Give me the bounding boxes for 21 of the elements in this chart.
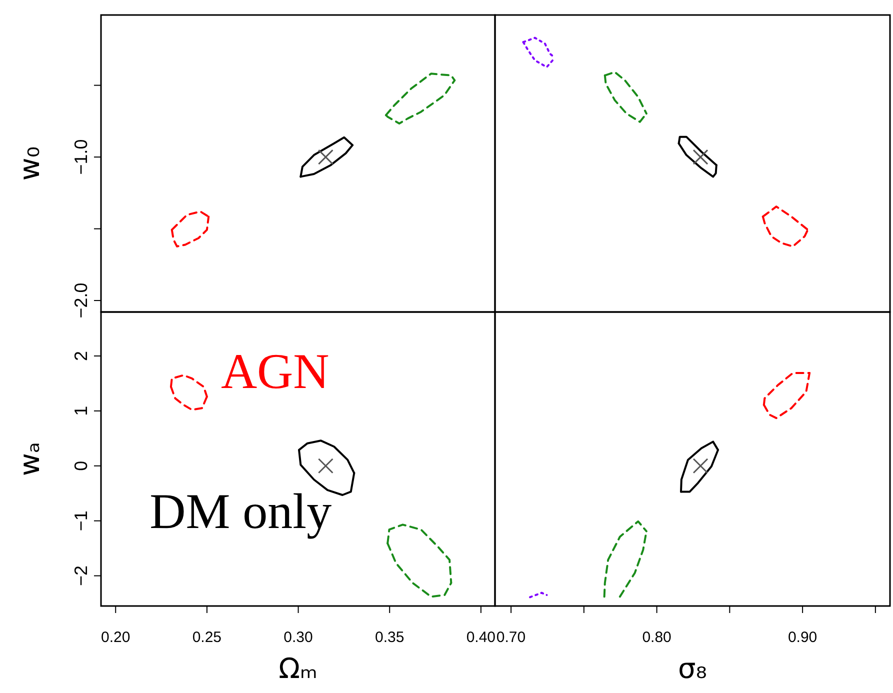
series-label: DM only — [150, 483, 332, 540]
x-tick-label: 0.20 — [101, 629, 130, 646]
x-tick-label: 0.70 — [496, 629, 526, 646]
series-label: AGN — [220, 343, 330, 400]
y-tick-label: 0 — [71, 460, 91, 471]
x-axis-title: σ₈ — [678, 652, 707, 685]
y-axis-title: wₐ — [13, 442, 46, 476]
y-axis-title: w₀ — [13, 146, 46, 181]
y-tick-label: −1.0 — [71, 139, 91, 175]
y-tick-label: 1 — [71, 406, 91, 416]
y-tick-label: −2 — [71, 566, 91, 586]
x-tick-label: 0.30 — [284, 629, 313, 646]
y-tick-label: −2.0 — [71, 282, 91, 318]
x-tick-label: 0.35 — [375, 629, 404, 646]
x-tick-label: 0.25 — [192, 629, 222, 646]
x-axis-title: Ωₘ — [278, 652, 318, 685]
x-tick-label: 0.90 — [788, 629, 818, 646]
x-tick-label: 0.80 — [642, 629, 672, 646]
y-tick-label: 2 — [71, 350, 91, 361]
y-tick-label: −1 — [71, 510, 91, 532]
x-tick-label: 0.40 — [466, 629, 496, 646]
